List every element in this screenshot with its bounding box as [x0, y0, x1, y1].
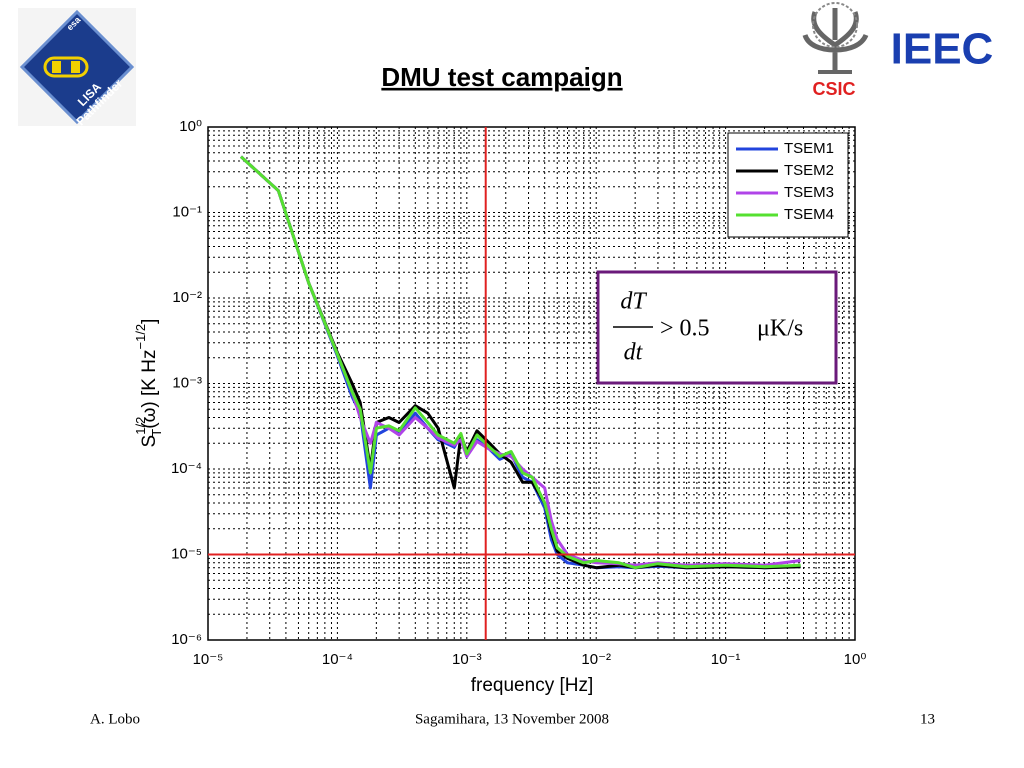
- plot-frame: [207, 126, 856, 641]
- y-tick-label: 10⁻⁵: [171, 545, 202, 562]
- x-tick-label: 10⁻²: [581, 651, 611, 668]
- logo-text: CSIC: [812, 79, 855, 99]
- logo-ring: [43, 56, 89, 78]
- legend-label: TSEM2: [784, 162, 834, 179]
- y-axis-label-part: S: [139, 435, 160, 448]
- x-tick-label: 10⁻⁵: [193, 651, 224, 668]
- logo-mass: [52, 61, 61, 73]
- y-axis-label-part: −1/2: [133, 324, 148, 350]
- legend-label: TSEM3: [784, 184, 834, 201]
- logo-mass: [71, 61, 80, 73]
- footer-right: 13: [920, 711, 935, 727]
- slide-title: DMU test campaign: [381, 62, 622, 92]
- logo-text: IEEC: [891, 25, 994, 74]
- tree-icon: [802, 8, 869, 70]
- tree-icon: [812, 2, 858, 48]
- formula: dT dt > 0.5 μK/s: [596, 270, 838, 385]
- series-line: [239, 155, 801, 570]
- y-tick-label: 10⁻⁶: [171, 631, 202, 648]
- y-axis-label-part: ]: [139, 319, 160, 324]
- y-axis-label-part: T: [149, 429, 164, 437]
- formula-unit: μK/s: [757, 316, 803, 342]
- footer-center: Sagamihara, 13 November 2008: [415, 711, 609, 727]
- x-axis-label: frequency [Hz]: [471, 675, 594, 696]
- y-axis-label: S1/2T(ω) [K Hz−1/2]: [133, 319, 164, 448]
- y-tick-label: 10⁰: [179, 118, 202, 135]
- legend-label: TSEM4: [784, 206, 834, 223]
- x-tick-label: 10⁻⁴: [322, 651, 353, 668]
- ieec-logo: IEEC CSIC: [802, 2, 994, 99]
- chart: 10⁻⁵ 10⁻⁴ 10⁻³ 10⁻² 10⁻¹ 10⁰ 10⁻⁶ 10⁻⁵ 10⁻⁴ 10⁻³ 1…: [171, 118, 866, 668]
- lisa-logo: esa LISA Pathfinder: [18, 8, 136, 128]
- y-tick-label: 10⁻¹: [172, 203, 202, 220]
- footer-left: A. Lobo: [90, 711, 140, 727]
- formula-denominator: dt: [624, 340, 644, 366]
- x-tick-label: 10⁻³: [452, 651, 482, 668]
- y-axis-label-part: (ω) [K Hz: [139, 350, 160, 429]
- y-axis-label-part: 1/2: [133, 417, 148, 435]
- y-tick-label: 10⁻²: [172, 289, 202, 306]
- legend-label: TSEM1: [784, 140, 834, 157]
- formula-numerator: dT: [620, 289, 647, 315]
- y-tick-label: 10⁻⁴: [171, 460, 202, 477]
- y-tick-label: 10⁻³: [172, 374, 202, 391]
- x-tick-label: 10⁻¹: [711, 651, 741, 668]
- formula-relation: > 0.5: [660, 316, 710, 342]
- x-tick-label: 10⁰: [844, 651, 867, 668]
